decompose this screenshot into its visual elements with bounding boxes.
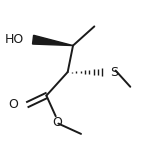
Text: O: O xyxy=(9,98,18,111)
Text: HO: HO xyxy=(5,33,24,46)
Text: S: S xyxy=(110,66,118,79)
Polygon shape xyxy=(33,35,73,46)
Text: O: O xyxy=(52,116,62,129)
